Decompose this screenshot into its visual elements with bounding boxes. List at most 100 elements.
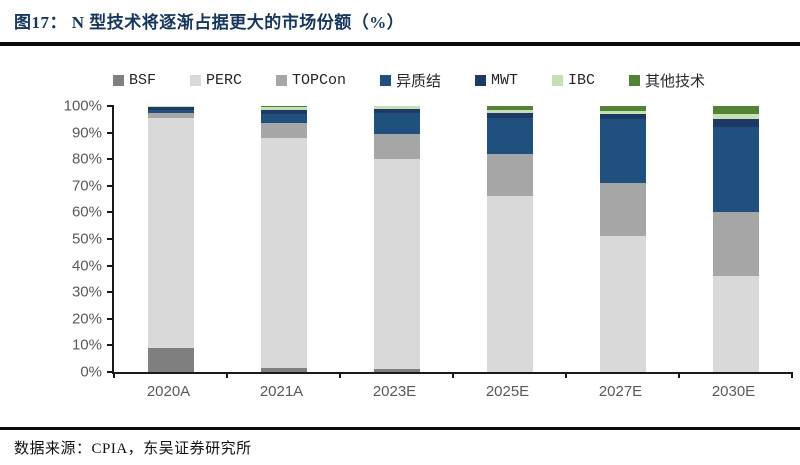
bar-segment-TOPCon [599, 183, 646, 237]
bar-segment-IBC [260, 107, 307, 111]
stacked-bar [599, 106, 646, 372]
x-tick [791, 372, 793, 378]
bars-container [114, 106, 792, 372]
y-tick [107, 344, 114, 347]
legend-item: 其他技术 [629, 70, 705, 91]
bar-segment-IBC [486, 110, 533, 114]
bar-segment-PERC [599, 236, 646, 372]
legend-label: TOPCon [291, 72, 346, 89]
bar-segment-IBC [147, 106, 194, 108]
bar-column [340, 106, 453, 372]
y-tick [107, 264, 114, 267]
y-tick-label: 20% [71, 310, 102, 328]
x-tick [226, 372, 228, 378]
bar-segment-MWT [599, 114, 646, 120]
y-tick-label: 40% [71, 257, 102, 275]
bar-segment-TOPCon [260, 123, 307, 138]
stacked-bar [147, 106, 194, 372]
y-tick [107, 211, 114, 214]
bar-segment-MWT [147, 107, 194, 111]
source-note: 数据来源：CPIA，东吴证券研究所 [14, 441, 252, 457]
bar-segment-BSF [373, 369, 420, 372]
bar-segment-TOPCon [486, 153, 533, 197]
bar-segment-PERC [712, 276, 759, 372]
x-axis-label: 2020A [146, 383, 191, 400]
y-tick [107, 158, 114, 161]
y-tick-label: 10% [71, 336, 102, 354]
x-axis-label: 2021A [259, 383, 304, 400]
y-tick-label: 80% [71, 150, 102, 168]
y-tick [107, 184, 114, 187]
bar-column [566, 106, 679, 372]
x-tick [565, 372, 567, 378]
bar-segment-BSF [260, 368, 307, 372]
bar-segment-IBC [373, 106, 420, 110]
legend-item: TOPCon [275, 72, 346, 89]
bar-segment-TOPCon [712, 212, 759, 277]
figure-title: 图17： N 型技术将逐渐占据更大的市场份额（%） [14, 13, 405, 32]
bar-segment-IBC [599, 111, 646, 115]
legend-item: PERC [189, 72, 242, 89]
title-divider [0, 42, 800, 46]
stacked-bar [373, 106, 420, 372]
x-axis-label: 2030E [711, 383, 756, 400]
bar-column [679, 106, 792, 372]
legend-item: MWT [475, 72, 518, 89]
bar-segment-MWT [486, 113, 533, 118]
y-tick [107, 238, 114, 240]
x-axis-label: 2027E [598, 383, 643, 400]
x-tick [678, 372, 680, 378]
bar-column [453, 106, 566, 372]
bar-segment-异质结 [373, 112, 420, 134]
bar-segment-异质结 [486, 118, 533, 154]
bar-segment-PERC [373, 159, 420, 370]
stacked-bar [260, 106, 307, 372]
y-tick-label: 100% [63, 97, 102, 115]
bar-segment-异质结 [599, 119, 646, 184]
bar-column [227, 106, 340, 372]
bar-segment-IBC [712, 114, 759, 120]
y-tick [107, 131, 114, 134]
bar-segment-异质结 [712, 127, 759, 213]
legend-swatch [552, 75, 564, 86]
footer-divider [0, 427, 800, 430]
x-tick [452, 372, 454, 378]
legend-label: MWT [491, 72, 519, 89]
bar-segment-MWT [260, 110, 307, 115]
y-tick-label: 0% [80, 363, 102, 381]
legend-item: IBC [552, 72, 595, 89]
legend-swatch [112, 75, 124, 86]
x-axis-label: 2023E [372, 383, 417, 400]
legend-label: PERC [205, 72, 242, 89]
legend-label: BSF [128, 72, 156, 89]
x-tick [339, 372, 341, 378]
bar-segment-其他技术 [599, 106, 646, 112]
y-tick-label: 90% [71, 124, 102, 142]
legend-swatch [629, 75, 641, 86]
chart-legend: BSF PERC TOPCon 异质结 MWT IBC 其他技术 [0, 70, 800, 91]
x-axis-labels: 2020A 2021A 2023E 2025E 2027E 2030E [112, 383, 790, 400]
x-axis-label: 2025E [485, 383, 530, 400]
y-tick [107, 291, 114, 294]
bar-segment-其他技术 [260, 106, 307, 108]
bar-segment-异质结 [260, 114, 307, 124]
stacked-bar [486, 106, 533, 372]
bar-segment-其他技术 [712, 106, 759, 115]
legend-swatch [379, 75, 391, 86]
bar-segment-MWT [373, 109, 420, 113]
bar-segment-其他技术 [486, 106, 533, 111]
y-tick-label: 60% [71, 203, 102, 221]
legend-label: IBC [568, 72, 596, 89]
stacked-bar [712, 106, 759, 372]
bar-segment-MWT [712, 119, 759, 128]
bar-segment-PERC [147, 117, 194, 349]
bar-column [114, 106, 227, 372]
y-tick-label: 30% [71, 283, 102, 301]
plot-area: 100% 90% 80% 70% 60% 50% 40% 30% 20% 10% 0% [64, 98, 793, 381]
bar-segment-TOPCon [373, 133, 420, 160]
legend-item: BSF [112, 72, 156, 89]
legend-label: 其他技术 [645, 74, 706, 91]
legend-swatch [275, 75, 287, 86]
bar-segment-异质结 [147, 110, 194, 113]
bar-segment-TOPCon [147, 112, 194, 118]
